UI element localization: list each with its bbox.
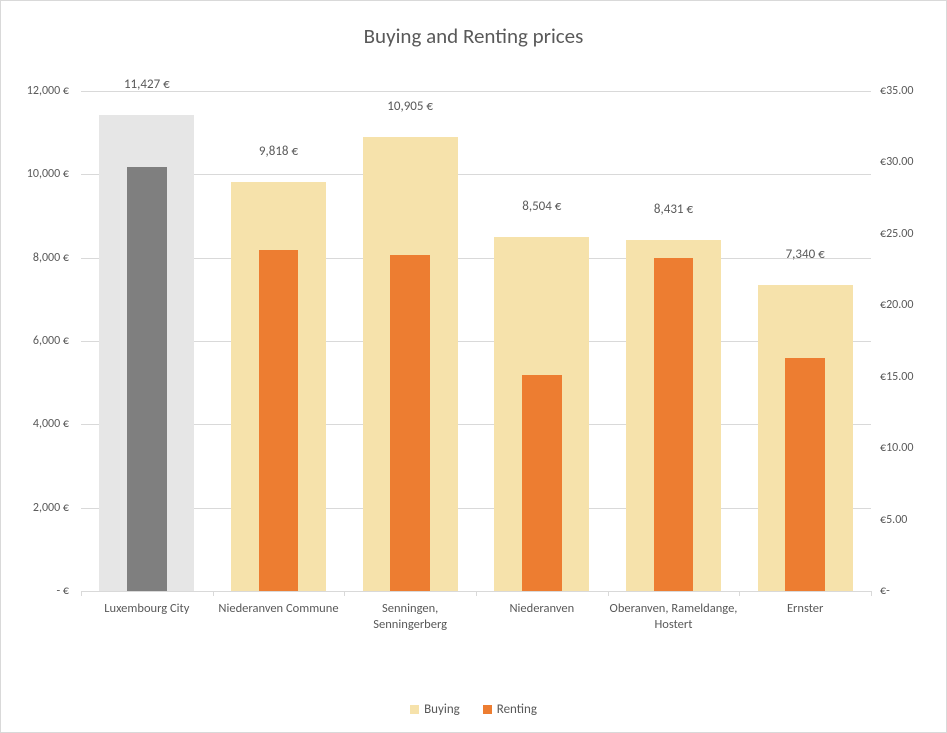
ytick-left: 8,000 € <box>13 251 75 265</box>
xtick-label: Niederanven <box>476 595 608 617</box>
bar-renting <box>127 167 167 591</box>
category-group: 11,427 € <box>81 91 213 591</box>
bar-renting <box>259 250 299 591</box>
ytick-left: 10,000 € <box>13 167 75 181</box>
xtick-mark <box>871 591 872 596</box>
legend-label-renting: Renting <box>497 702 537 717</box>
legend-swatch-buying <box>410 705 419 714</box>
data-label-buying: 8,504 € <box>476 199 608 218</box>
legend-item-renting: Renting <box>483 702 537 717</box>
category-group: 9,818 € <box>213 91 345 591</box>
ytick-right: €20.00 <box>874 298 934 312</box>
ytick-left: 4,000 € <box>13 417 75 431</box>
bars-layer: 11,427 €9,818 € 10,905 € 8,504 €8,431 € 7,3… <box>81 91 871 591</box>
ytick-left: 6,000 € <box>13 334 75 348</box>
category-group: 8,504 € <box>476 91 608 591</box>
category-group: 7,340 € <box>739 91 871 591</box>
xtick-label: Senningen, Senningerberg <box>344 595 476 634</box>
legend-swatch-renting <box>483 705 492 714</box>
ytick-right: €5.00 <box>874 513 934 527</box>
ytick-right: €25.00 <box>874 227 934 241</box>
xtick-label: Oberanven, Rameldange, Hostert <box>608 595 740 634</box>
data-label-buying: 10,905 € <box>344 99 476 118</box>
data-label-buying: 7,340 € <box>739 247 871 266</box>
y-axis-left: - € 2,000 € 4,000 € 6,000 € 8,000 € 10,0… <box>13 91 75 591</box>
legend: Buying Renting <box>1 702 946 718</box>
ytick-right: €15.00 <box>874 370 934 384</box>
xtick-label: Niederanven Commune <box>213 595 345 617</box>
ytick-right: €30.00 <box>874 155 934 169</box>
legend-item-buying: Buying <box>410 702 460 717</box>
xtick-label: Ernster <box>739 595 871 617</box>
category-group: 10,905 € <box>344 91 476 591</box>
ytick-left: 12,000 € <box>13 84 75 98</box>
bar-renting <box>785 358 825 591</box>
ytick-left: 2,000 € <box>13 501 75 515</box>
ytick-left: - € <box>13 584 75 598</box>
data-label-buying: 8,431 € <box>608 202 740 221</box>
xtick-label: Luxembourg City <box>81 595 213 617</box>
ytick-right: €- <box>874 584 934 598</box>
legend-label-buying: Buying <box>424 702 460 717</box>
plot-area: 11,427 €9,818 € 10,905 € 8,504 €8,431 € 7,3… <box>81 91 871 591</box>
chart-title: Buying and Renting prices <box>13 23 934 49</box>
ytick-right: €35.00 <box>874 84 934 98</box>
bar-renting <box>390 255 430 591</box>
ytick-right: €10.00 <box>874 441 934 455</box>
data-label-buying: 9,818 € <box>213 144 345 163</box>
data-label-buying: 11,427 € <box>81 77 213 96</box>
y-axis-right: €- €5.00 €10.00 €15.00 €20.00 €25.00 €30… <box>874 91 934 591</box>
chart-container: Buying and Renting prices - € 2,000 € 4,… <box>0 0 947 733</box>
bar-renting <box>654 258 694 591</box>
category-group: 8,431 € <box>608 91 740 591</box>
bar-renting <box>522 375 562 591</box>
